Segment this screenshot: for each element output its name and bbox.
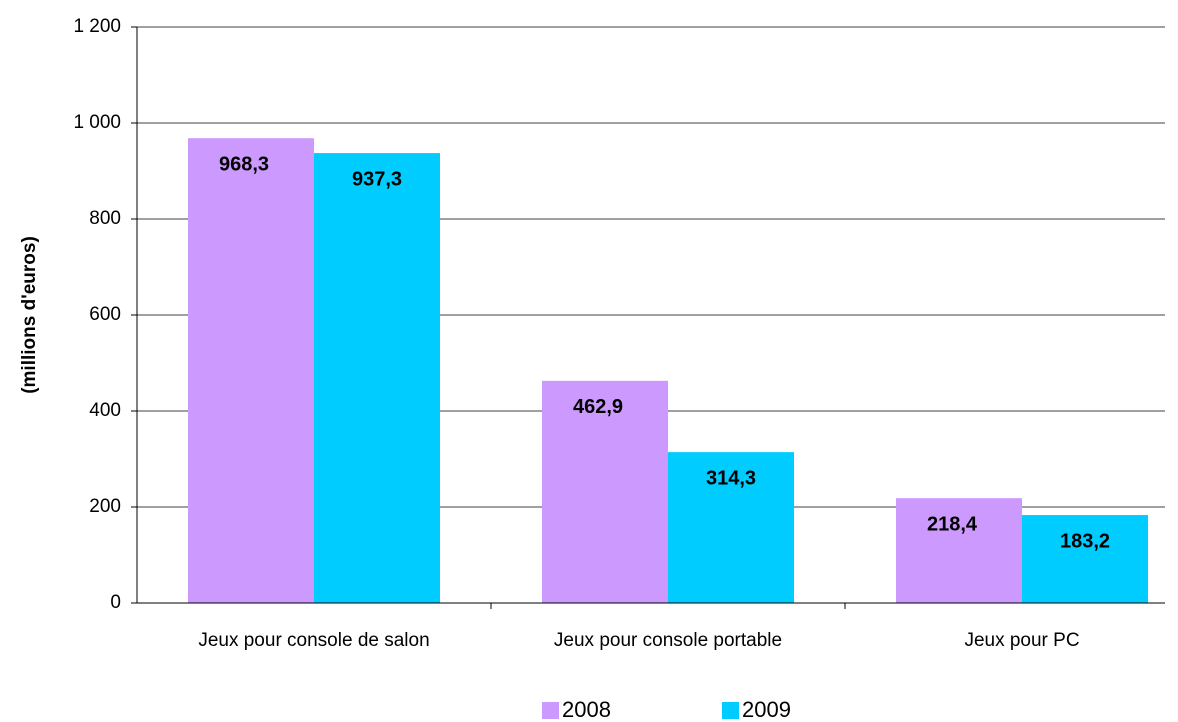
legend-swatch	[722, 702, 739, 719]
y-tick-label: 400	[89, 400, 121, 421]
y-tick-label: 200	[89, 496, 121, 517]
value-label: 968,3	[219, 153, 269, 175]
bar	[668, 452, 794, 603]
legend-label: 2009	[742, 697, 791, 722]
value-label: 218,4	[927, 513, 978, 535]
bar	[896, 498, 1022, 603]
value-label: 937,3	[352, 168, 402, 190]
y-tick-label: 800	[89, 208, 121, 229]
y-axis-label: (millions d'euros)	[19, 236, 40, 394]
legend-label: 2008	[562, 697, 611, 722]
y-tick-label: 0	[110, 592, 121, 613]
legend-swatch	[542, 702, 559, 719]
value-label: 462,9	[573, 396, 623, 418]
x-tick-label: Jeux pour PC	[964, 630, 1079, 651]
value-label: 183,2	[1060, 530, 1110, 552]
bar	[542, 380, 668, 603]
value-label: 314,3	[706, 467, 756, 489]
x-tick-label: Jeux pour console portable	[554, 630, 782, 651]
bar	[314, 153, 440, 603]
y-tick-label: 1 200	[73, 16, 121, 37]
bar	[188, 138, 314, 603]
y-tick-label: 1 000	[73, 112, 121, 133]
y-tick-label: 600	[89, 304, 121, 325]
bar	[1022, 515, 1148, 603]
x-tick-label: Jeux pour console de salon	[198, 630, 429, 651]
